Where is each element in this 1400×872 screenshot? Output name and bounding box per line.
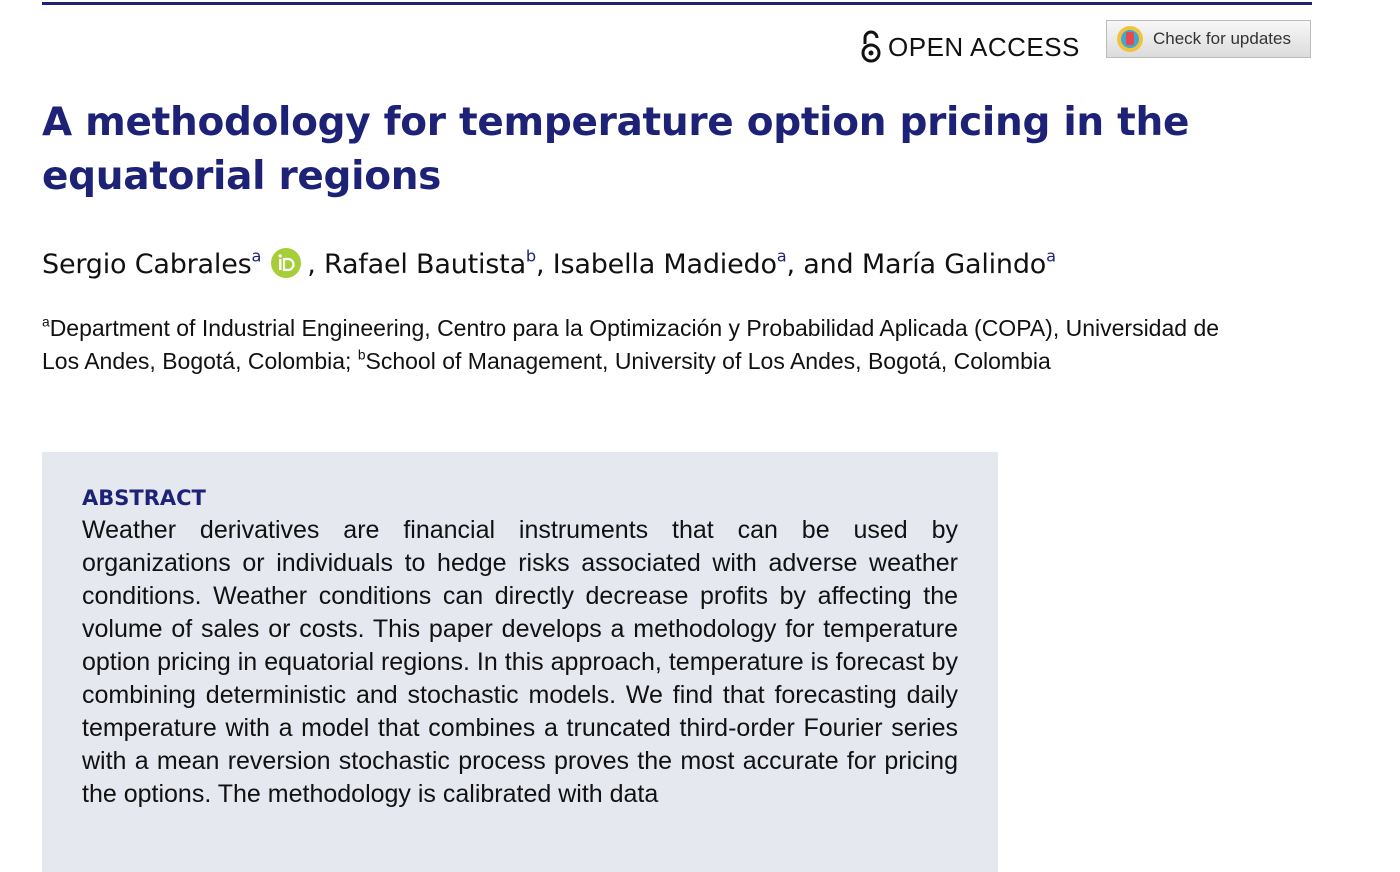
open-access-icon (861, 30, 881, 63)
check-updates-icon (1117, 26, 1143, 52)
author-name: Isabella Madiedo (552, 249, 777, 280)
author-separator: , and (786, 249, 862, 280)
affiliation-label: a (42, 314, 50, 330)
orcid-icon[interactable] (271, 248, 302, 278)
open-access: OPEN ACCESS (860, 30, 1080, 64)
abstract-box: ABSTRACT Weather derivatives are financi… (42, 452, 998, 872)
abstract-text: Weather derivatives are financial instru… (82, 516, 958, 808)
author-name: Sergio Cabrales (42, 249, 252, 280)
affiliation-text: Department of Industrial Engineering, Ce… (42, 315, 1220, 374)
affiliation-label: b (357, 347, 366, 363)
affiliations: aDepartment of Industrial Engineering, C… (42, 312, 1242, 378)
author-name: Rafael Bautista (323, 249, 526, 280)
author-affiliation-mark: a (251, 246, 262, 266)
open-access-label: OPEN ACCESS (888, 31, 1080, 62)
check-updates-button[interactable]: Check for updates (1106, 20, 1311, 58)
author-list: Sergio Cabralesa, Rafael Bautistab, Isab… (42, 248, 1056, 280)
page: Paper {"header": {"open_access": "OPEN A… (42, 2, 1312, 872)
author-name: María Galindo (861, 249, 1047, 280)
page-body: OPEN ACCESS Check for updates A methodol… (42, 2, 1312, 872)
check-updates-label: Check for updates (1153, 29, 1291, 48)
top-rule (42, 2, 1312, 5)
paper-title: A methodology for temperature option pri… (42, 100, 1190, 199)
author-affiliation-mark: a (1046, 246, 1056, 266)
author-separator: , (307, 249, 324, 280)
author-affiliation-mark: a (776, 246, 787, 266)
author-affiliation-mark: b (525, 246, 536, 266)
abstract-heading: ABSTRACT (82, 486, 206, 510)
affiliation-text: School of Management, University of Los … (365, 348, 1051, 374)
author-separator: , (536, 249, 553, 280)
